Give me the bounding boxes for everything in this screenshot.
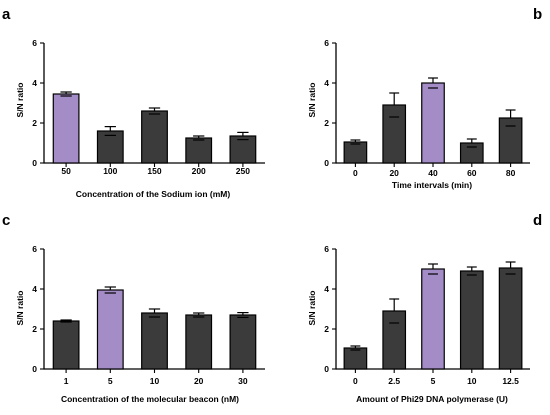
panel-c: c S/N ratio Concentration of the molecul… [2,212,265,404]
y-tick-label-b: 0 [324,158,329,168]
y-tick-label-c: 6 [32,244,37,254]
bar-c-1 [52,320,80,370]
x-tick-label-c: 5 [108,376,113,386]
bar-b-40 [421,82,445,164]
panel-a: a S/N ratio Concentration of the Sodium … [2,6,265,199]
bar-b-60 [459,142,484,164]
y-tick-label-a: 2 [32,118,37,128]
y-tick-label-a: 0 [32,158,37,168]
bar-d-2.5 [382,310,407,370]
bar-c-10 [141,312,168,370]
bar-d-0 [343,347,368,370]
x-axis-label-a: Concentration of the Sodium ion (mM) [76,189,231,199]
bar-a-50 [52,93,80,164]
y-axis-label-c: S/N ratio [15,291,25,326]
bar-c-20 [185,314,213,370]
bar-d-12.5 [498,267,523,370]
y-axis-label-a: S/N ratio [15,83,25,118]
x-tick-label-d: 10 [467,376,477,386]
bar-d-5 [421,268,445,370]
panel-letter-c: c [2,212,10,229]
panel-d: d S/N ratio Amount of Phi29 DNA polymera… [307,212,542,404]
x-axis-label-c: Concentration of the molecular beacon (n… [61,394,239,404]
bar-b-0 [343,141,368,164]
x-tick-label-b: 0 [353,168,358,178]
x-tick-label-a: 100 [103,166,117,176]
bar-a-150 [141,110,168,164]
x-tick-label-b: 60 [467,168,477,178]
y-tick-label-c: 2 [32,324,37,334]
x-axis-label-b: Time intervals (min) [392,180,472,190]
y-tick-label-b: 4 [324,78,329,88]
y-axis-label-d: S/N ratio [307,291,317,326]
panel-letter-a: a [2,6,11,23]
x-tick-label-a: 150 [147,166,161,176]
bar-a-200 [185,137,213,164]
x-tick-label-c: 1 [64,376,69,386]
panel-letter-d: d [533,212,542,229]
bar-b-20 [382,104,407,164]
y-tick-label-c: 4 [32,284,37,294]
bar-c-5 [96,289,124,370]
y-tick-label-d: 6 [324,244,329,254]
bar-c-30 [229,314,257,370]
x-tick-label-b: 80 [506,168,516,178]
x-tick-label-d: 0 [353,376,358,386]
y-tick-label-b: 6 [324,38,329,48]
x-tick-label-a: 250 [236,166,250,176]
y-tick-label-a: 4 [32,78,37,88]
x-tick-label-c: 20 [194,376,204,386]
y-tick-label-d: 2 [324,324,329,334]
x-tick-label-b: 40 [428,168,438,178]
x-axis-label-d: Amount of Phi29 DNA polymerase (U) [356,394,508,404]
y-tick-label-a: 6 [32,38,37,48]
x-tick-label-d: 5 [431,376,436,386]
x-tick-label-d: 2.5 [388,376,400,386]
y-tick-label-d: 0 [324,364,329,374]
y-axis-label-b: S/N ratio [307,83,317,118]
y-tick-label-c: 0 [32,364,37,374]
bar-d-10 [459,270,484,370]
x-tick-label-c: 30 [238,376,248,386]
x-tick-label-b: 20 [389,168,399,178]
bar-b-80 [498,117,523,164]
x-tick-label-d: 12.5 [502,376,519,386]
y-tick-label-b: 2 [324,118,329,128]
x-tick-label-a: 200 [192,166,206,176]
x-tick-label-c: 10 [150,376,160,386]
y-tick-label-d: 4 [324,284,329,294]
x-tick-label-a: 50 [61,166,71,176]
panel-letter-b: b [533,6,542,23]
